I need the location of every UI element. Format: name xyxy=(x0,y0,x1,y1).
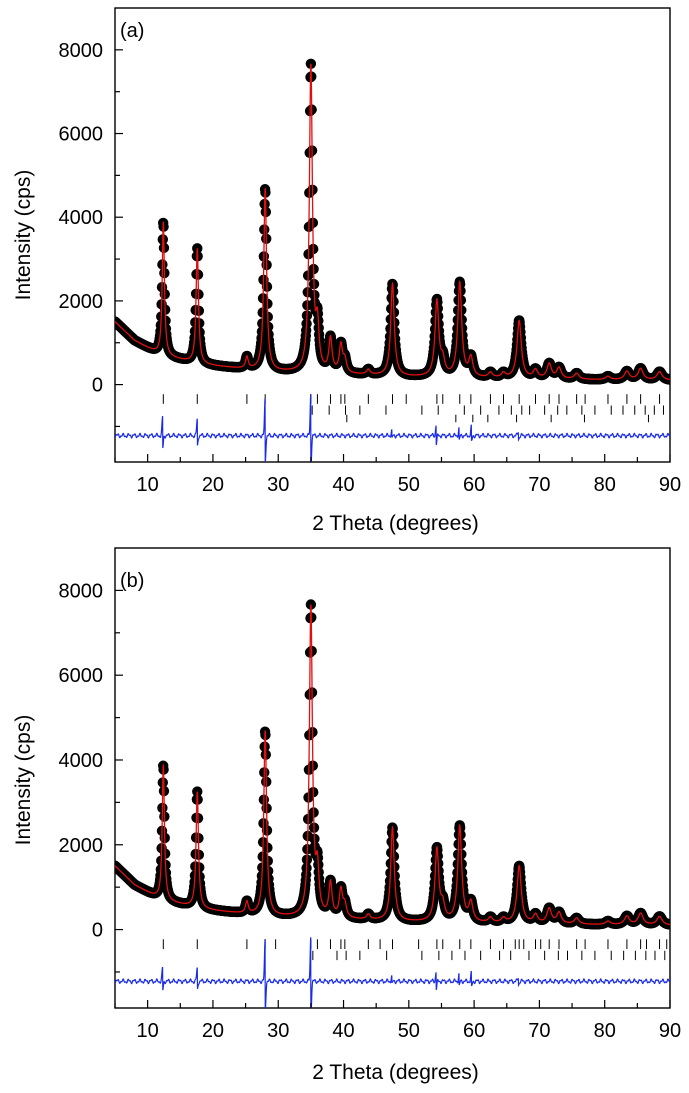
plot-area xyxy=(115,58,670,462)
x-tick-label: 10 xyxy=(137,474,159,496)
y-tick-label: 4000 xyxy=(59,750,104,772)
y-tick-label: 0 xyxy=(92,920,103,942)
panel-label: (b) xyxy=(120,570,144,592)
difference-series xyxy=(115,394,670,462)
plot-frame xyxy=(114,547,671,1009)
x-tick-label: 90 xyxy=(659,1020,681,1042)
x-tick-label: 30 xyxy=(267,474,289,496)
x-tick-label: 50 xyxy=(398,474,420,496)
x-tick-label: 80 xyxy=(594,474,616,496)
bragg-ticks-row-1 xyxy=(162,394,661,404)
y-axis-title: Intensity (cps) xyxy=(12,715,35,846)
x-tick-label: 90 xyxy=(659,474,681,496)
x-tick-label: 70 xyxy=(528,474,550,496)
plot-frame xyxy=(114,7,671,463)
y-tick-label: 2000 xyxy=(59,835,104,857)
y-axis: 0 2000 4000 6000 8000 xyxy=(59,580,123,973)
panel-label: (a) xyxy=(120,20,144,42)
x-tick-label: 20 xyxy=(202,474,224,496)
x-tick-label: 60 xyxy=(463,1020,485,1042)
x-tick-label: 20 xyxy=(202,1020,224,1042)
bragg-ticks-row-1 xyxy=(162,939,668,950)
bragg-ticks-row-2 xyxy=(311,405,664,415)
plot-area xyxy=(115,599,670,1008)
x-tick-label: 30 xyxy=(267,1020,289,1042)
x-tick-label: 70 xyxy=(528,1020,550,1042)
x-tick-label: 50 xyxy=(398,1020,420,1042)
y-tick-label: 0 xyxy=(92,375,103,397)
x-tick-label: 80 xyxy=(594,1020,616,1042)
y-axis: 0 2000 4000 6000 8000 xyxy=(59,40,123,428)
x-axis-title: 2 Theta (degrees) xyxy=(312,1061,479,1084)
x-tick-label: 40 xyxy=(332,1020,354,1042)
y-tick-label: 6000 xyxy=(59,124,104,146)
y-axis-title: Intensity (cps) xyxy=(12,170,35,301)
panel-a: 10 20 30 40 50 60 70 80 90 0 2000 4000 6000 8000 2 The… xyxy=(12,7,681,535)
y-tick-label: 6000 xyxy=(59,665,104,687)
y-tick-label: 8000 xyxy=(59,580,104,602)
x-axis: 10 20 30 40 50 60 70 80 90 xyxy=(114,454,681,496)
calculated-series xyxy=(115,63,670,381)
x-axis-title: 2 Theta (degrees) xyxy=(312,512,479,535)
x-tick-label: 60 xyxy=(463,474,485,496)
bragg-ticks-row-2 xyxy=(312,950,666,961)
y-tick-label: 4000 xyxy=(59,207,104,229)
x-tick-label: 40 xyxy=(332,474,354,496)
x-tick-label: 10 xyxy=(137,1020,159,1042)
panel-b: 10 20 30 40 50 60 70 80 90 0 2000 4000 6000 8000 2 The… xyxy=(12,547,681,1084)
y-tick-label: 8000 xyxy=(59,40,104,62)
x-axis: 10 20 30 40 50 60 70 80 90 xyxy=(114,1000,681,1042)
y-tick-label: 2000 xyxy=(59,291,104,313)
bragg-ticks-row-3 xyxy=(346,414,649,423)
